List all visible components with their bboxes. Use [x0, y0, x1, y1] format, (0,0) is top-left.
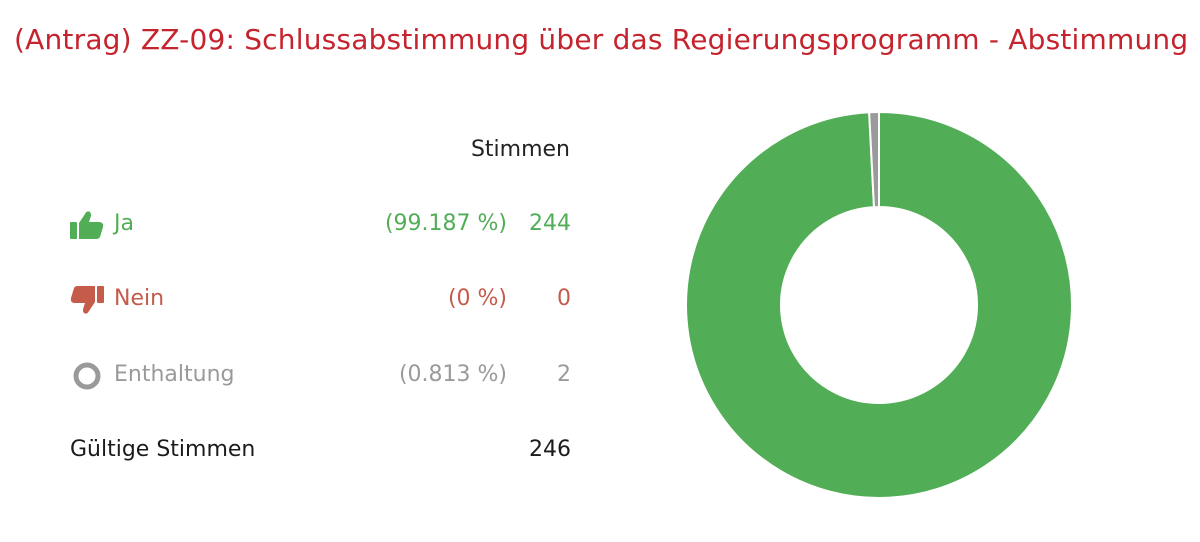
result-label-enthaltung: Enthaltung — [114, 362, 235, 387]
donut-slice-enthaltung — [868, 110, 880, 209]
valid-votes-count: 246 — [529, 437, 571, 462]
result-count-ja: 244 — [529, 211, 571, 236]
result-row-ja: Ja (99.187 %) 244 — [70, 206, 571, 242]
result-count-nein: 0 — [557, 286, 571, 311]
valid-votes-label: Gültige Stimmen — [70, 437, 256, 462]
result-label-ja: Ja — [114, 211, 134, 236]
donut-chart-svg — [685, 110, 1073, 499]
donut-slice-ja — [685, 110, 1073, 499]
result-row-valid: Gültige Stimmen 246 — [70, 432, 571, 468]
votes-column-header: Stimmen — [470, 137, 570, 162]
result-percent-enthaltung: (0.813 %) — [398, 362, 507, 387]
page-title: (Antrag) ZZ-09: Schlussabstimmung über d… — [14, 23, 1189, 56]
thumbs-up-icon — [70, 210, 104, 240]
thumbs-down-icon — [70, 285, 104, 315]
result-row-enthaltung: Enthaltung (0.813 %) 2 — [70, 357, 571, 393]
result-label-nein: Nein — [114, 286, 165, 311]
result-row-nein: Nein (0 %) 0 — [70, 281, 571, 317]
result-percent-ja: (99.187 %) — [384, 211, 507, 236]
ring-icon — [70, 361, 104, 391]
donut-chart — [683, 109, 1075, 501]
result-count-enthaltung: 2 — [557, 362, 571, 387]
result-percent-nein: (0 %) — [447, 286, 507, 311]
